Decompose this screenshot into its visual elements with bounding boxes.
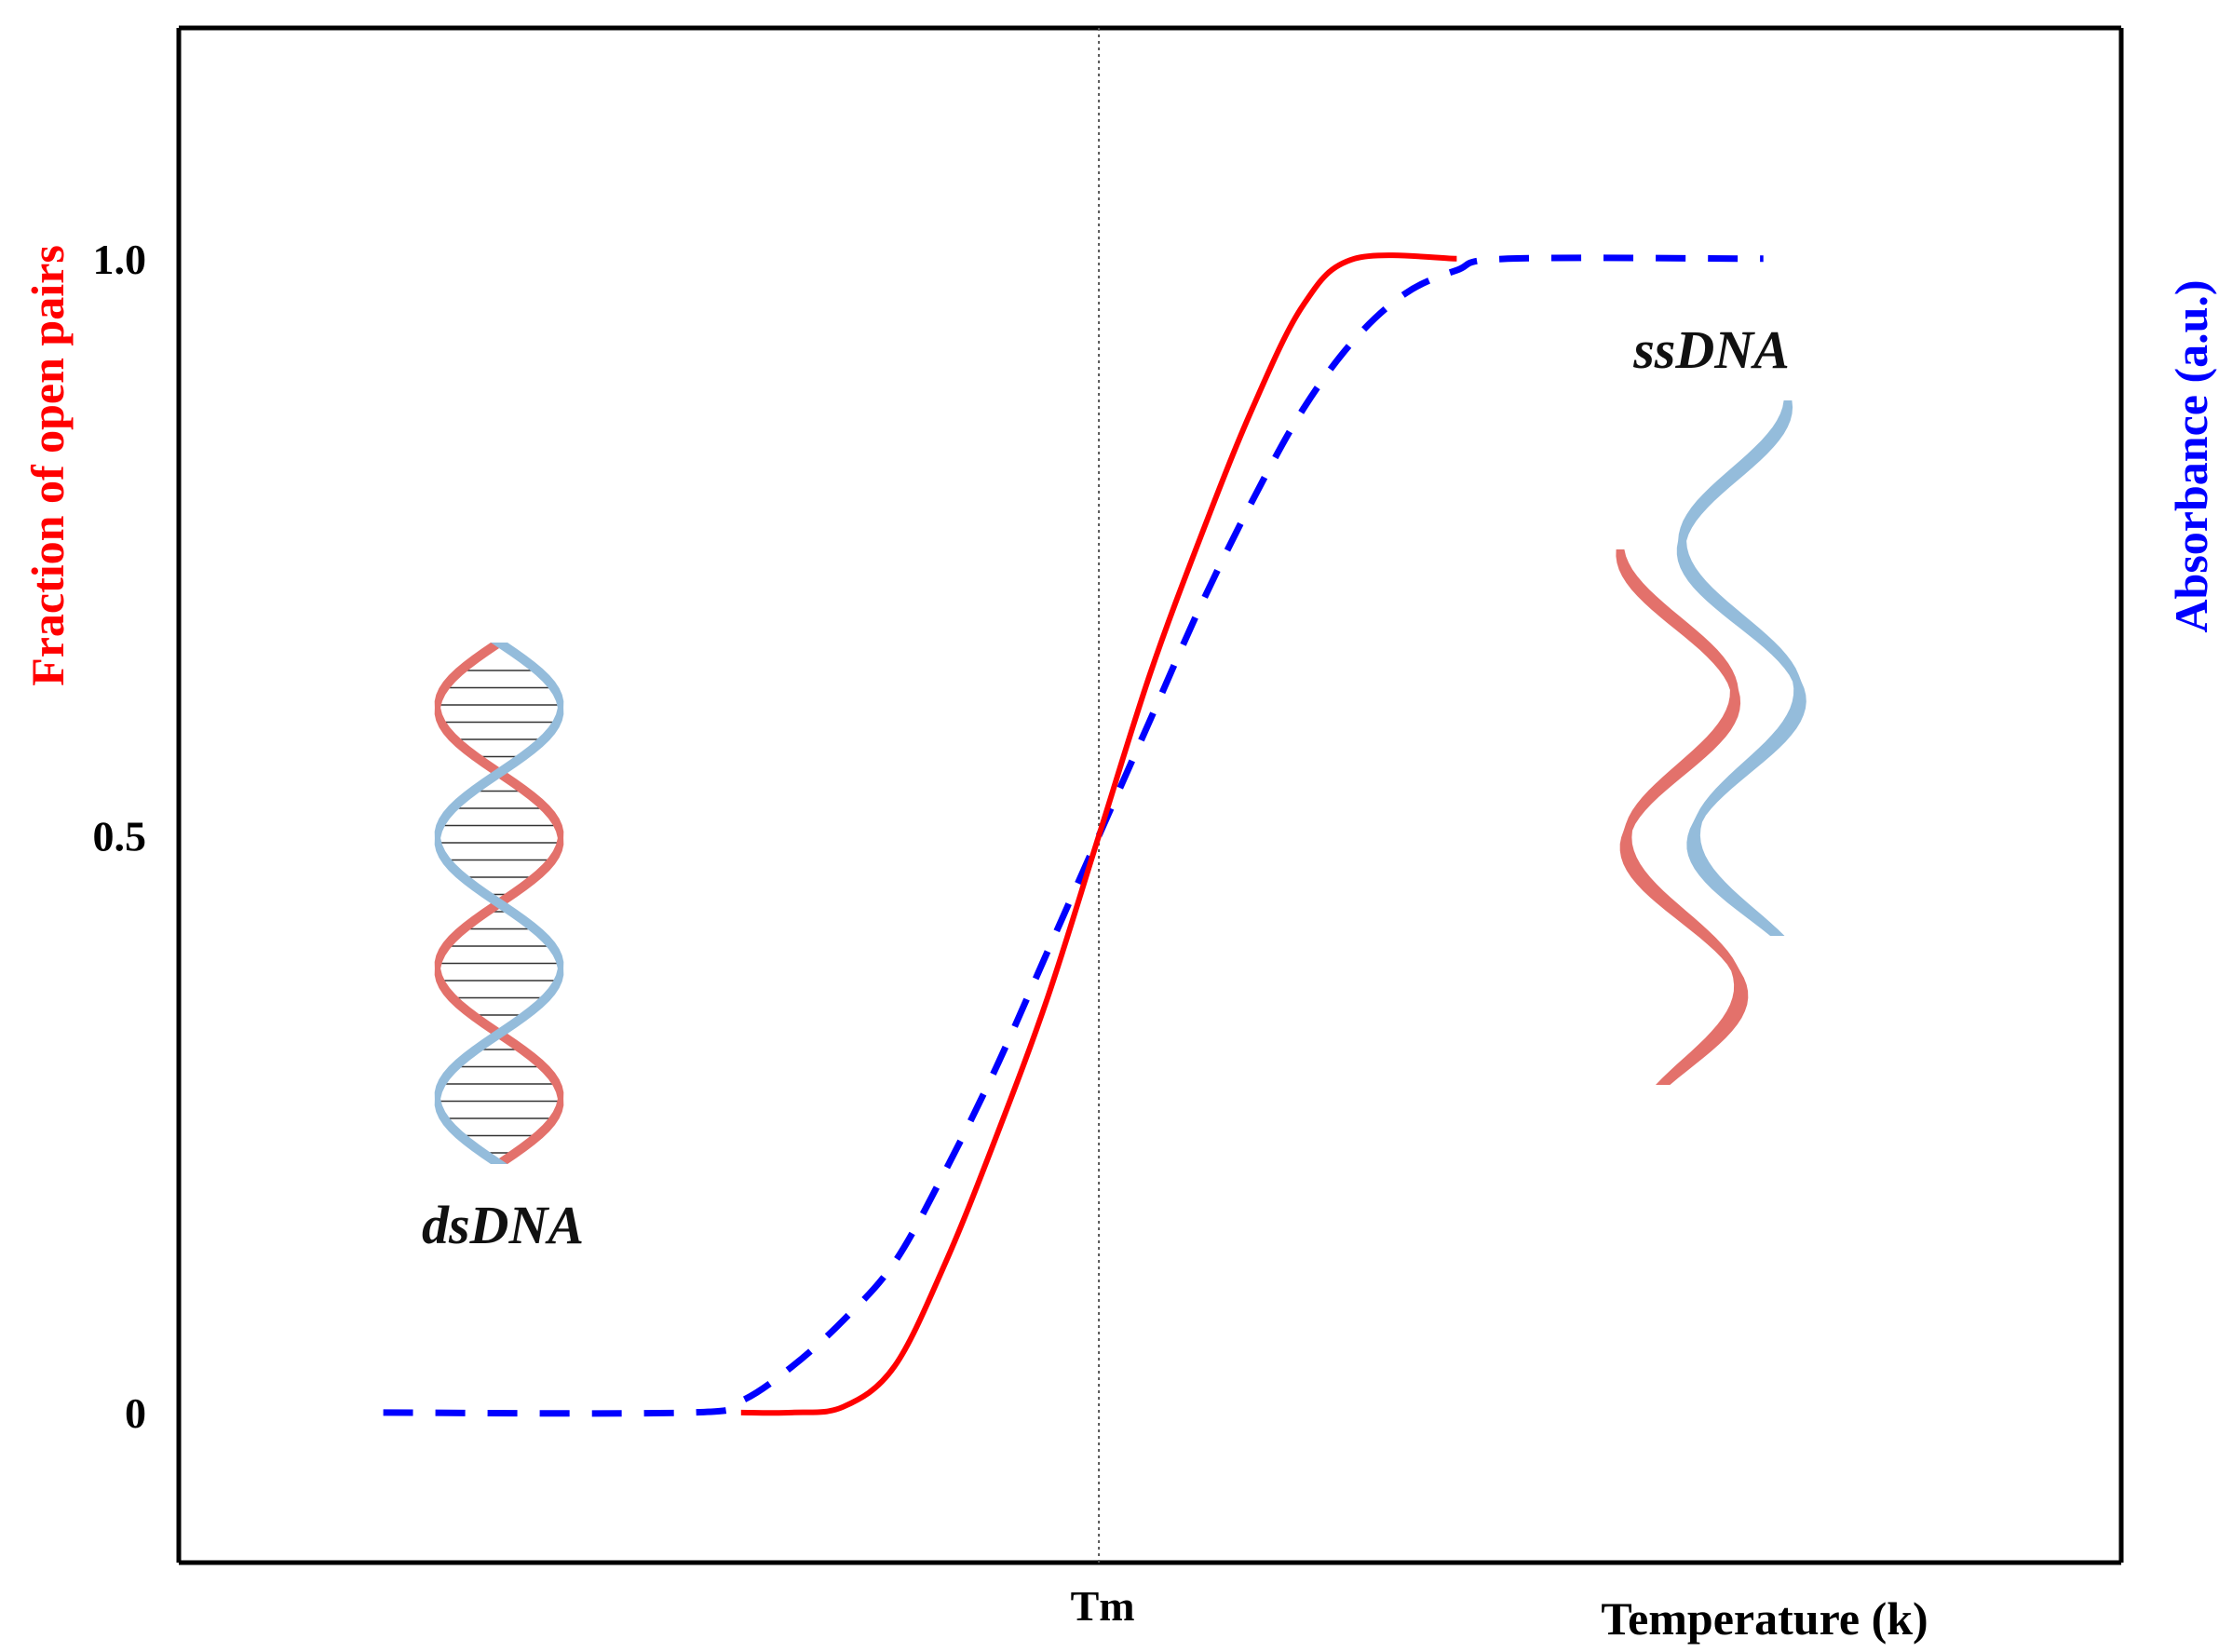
y-tick-label-0-5: 0.5 bbox=[93, 812, 147, 860]
y-axis-label-right: Absorbance (a.u.) bbox=[2165, 279, 2217, 632]
dsdna-strand-blue bbox=[434, 643, 564, 1164]
fraction-open-pairs-curve bbox=[740, 252, 1457, 1416]
x-axis-label: Temperature (k) bbox=[1601, 1592, 1928, 1645]
plot-frame bbox=[176, 25, 2124, 1565]
y-tick-label-1-0: 1.0 bbox=[93, 236, 147, 283]
y-tick-label-0: 0 bbox=[125, 1389, 146, 1437]
x-tick-label-tm: Tm bbox=[1071, 1582, 1135, 1630]
ssdna-label: ssDNA bbox=[1632, 319, 1790, 380]
y-tick-labels: 0 0.5 1.0 bbox=[93, 236, 147, 1437]
ssdna-illustration bbox=[1616, 400, 1806, 1085]
dsdna-illustration bbox=[434, 643, 564, 1164]
absorbance-curve bbox=[383, 254, 1764, 1417]
dsdna-label: dsDNA bbox=[422, 1195, 584, 1255]
ssdna-strand-blue bbox=[1676, 400, 1806, 936]
y-axis-label-left: Fraction of open pairs bbox=[21, 245, 74, 686]
ssdna-strand-red bbox=[1616, 549, 1749, 1085]
